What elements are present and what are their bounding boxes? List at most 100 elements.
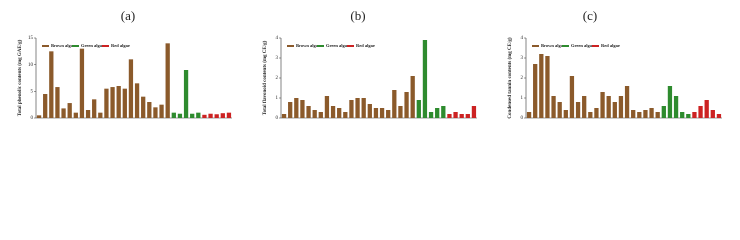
bar <box>202 114 207 118</box>
bar <box>551 96 556 118</box>
bar <box>183 70 189 118</box>
y-tick-label: 15 <box>28 36 34 41</box>
legend-label: Green algae <box>81 43 104 48</box>
bar <box>330 106 336 118</box>
bar <box>416 100 421 118</box>
bar <box>379 108 385 118</box>
bar <box>582 96 587 118</box>
legend-label: Brown algae <box>51 43 75 48</box>
bar <box>606 96 611 118</box>
y-tick-label: 5 <box>31 89 34 94</box>
legend-label: Green algae <box>326 43 349 48</box>
bar <box>373 108 379 118</box>
bar <box>465 114 470 118</box>
bar <box>147 102 152 118</box>
bar <box>398 106 403 118</box>
bar <box>575 102 581 118</box>
bar <box>318 112 323 118</box>
bar <box>128 59 134 118</box>
bar <box>643 110 648 118</box>
bar <box>300 100 305 118</box>
y-axis-label: Total phenolic contents (mg GAE/g) <box>18 39 23 116</box>
bar <box>539 54 544 118</box>
bar <box>422 40 428 118</box>
bar <box>667 86 673 118</box>
bar <box>624 86 630 118</box>
bar <box>600 92 605 118</box>
bar <box>49 51 54 119</box>
y-axis-label: Condensed tannin contents (mg CE/g) <box>508 37 513 118</box>
bar <box>661 106 666 118</box>
legend-label: Red algae <box>601 43 620 48</box>
bar <box>637 112 642 118</box>
bar <box>594 108 599 118</box>
bar <box>214 114 219 118</box>
bar <box>349 100 354 118</box>
bar <box>569 76 575 118</box>
bar <box>588 112 593 118</box>
bar <box>367 104 372 118</box>
bar <box>392 90 397 118</box>
chart-title: (a) <box>121 8 135 23</box>
bar <box>104 88 109 118</box>
bar <box>288 102 293 118</box>
bar <box>220 113 225 118</box>
bar <box>631 110 636 118</box>
bar <box>428 112 434 118</box>
bar <box>67 103 72 118</box>
bar <box>36 115 42 118</box>
y-tick-label: 3 <box>276 56 279 61</box>
bar <box>533 64 538 118</box>
bar <box>306 106 311 118</box>
bar <box>692 112 697 118</box>
bar <box>165 43 170 119</box>
bar <box>526 112 532 118</box>
legend-label: Green algae <box>571 43 594 48</box>
bar <box>404 92 409 118</box>
bar <box>73 112 78 118</box>
y-tick-label: 0 <box>31 116 34 121</box>
bar <box>159 104 164 118</box>
legend-label: Red algae <box>111 43 130 48</box>
bar <box>618 96 624 118</box>
bar <box>122 88 127 118</box>
y-tick-label: 2 <box>276 76 279 81</box>
bar <box>612 102 617 118</box>
bar <box>386 110 391 118</box>
bar <box>116 86 121 118</box>
bar <box>435 108 440 118</box>
bar <box>177 113 183 118</box>
bar <box>61 108 66 118</box>
bar <box>698 106 703 118</box>
chart-title: (c) <box>583 8 597 23</box>
bar <box>141 96 146 118</box>
bar <box>208 113 213 118</box>
y-tick-label: 0 <box>276 116 279 121</box>
bar <box>459 114 464 118</box>
bar <box>43 94 48 118</box>
y-tick-label: 1 <box>276 96 279 101</box>
bar <box>704 100 709 118</box>
y-tick-label: 4 <box>521 36 524 41</box>
y-tick-label: 4 <box>276 36 279 41</box>
bar <box>337 108 342 118</box>
bar <box>410 76 415 118</box>
bar <box>110 87 115 118</box>
bar <box>79 48 85 118</box>
bar <box>557 102 562 118</box>
y-tick-label: 3 <box>521 56 524 61</box>
y-tick-label: 10 <box>28 63 34 68</box>
bar <box>153 107 158 118</box>
bar <box>655 112 660 118</box>
bar <box>355 98 360 118</box>
bar <box>716 114 722 118</box>
chart-title: (b) <box>350 8 365 23</box>
legend-label: Brown algae <box>296 43 320 48</box>
bar <box>471 106 477 118</box>
y-tick-label: 0 <box>521 116 524 121</box>
bar <box>171 112 176 118</box>
bar <box>98 112 103 118</box>
bar <box>312 110 317 118</box>
y-tick-label: 1 <box>521 96 524 101</box>
